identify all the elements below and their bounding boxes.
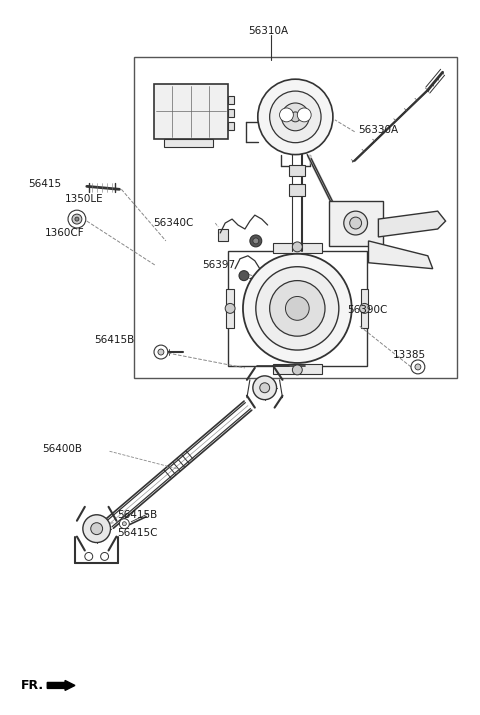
Bar	[273, 364, 322, 374]
Circle shape	[250, 235, 262, 247]
Circle shape	[154, 345, 168, 359]
Text: 56415: 56415	[28, 179, 61, 189]
Bar	[134, 57, 457, 378]
Circle shape	[75, 217, 79, 221]
Circle shape	[72, 214, 82, 224]
Circle shape	[239, 271, 249, 280]
Bar	[360, 289, 369, 328]
Circle shape	[158, 349, 164, 355]
Circle shape	[415, 364, 421, 370]
Bar	[228, 96, 234, 104]
Circle shape	[120, 519, 129, 528]
Bar	[329, 201, 384, 246]
Circle shape	[270, 280, 325, 336]
Circle shape	[68, 210, 86, 228]
Circle shape	[290, 112, 300, 122]
Text: 56310A: 56310A	[248, 26, 288, 36]
Polygon shape	[369, 241, 433, 269]
Text: 56340C: 56340C	[153, 218, 193, 228]
Circle shape	[260, 383, 270, 393]
Circle shape	[258, 79, 333, 154]
Bar	[226, 289, 234, 328]
Circle shape	[243, 254, 352, 363]
Circle shape	[281, 103, 309, 131]
Bar	[164, 139, 213, 147]
Circle shape	[91, 523, 103, 535]
Circle shape	[297, 108, 311, 122]
Text: 56415C: 56415C	[118, 528, 158, 538]
Bar	[228, 251, 367, 366]
Polygon shape	[378, 211, 445, 237]
Text: 1350LE: 1350LE	[65, 194, 104, 204]
Circle shape	[292, 365, 302, 375]
Text: 56390C: 56390C	[347, 305, 387, 315]
Text: 56415B: 56415B	[118, 510, 158, 520]
Circle shape	[256, 267, 339, 350]
Bar	[228, 109, 234, 117]
Circle shape	[83, 515, 110, 543]
Circle shape	[292, 242, 302, 252]
Circle shape	[344, 211, 368, 235]
FancyArrow shape	[47, 681, 75, 691]
Text: 56330A: 56330A	[359, 125, 399, 135]
Bar	[228, 122, 234, 130]
Text: 13385: 13385	[393, 350, 426, 360]
Circle shape	[253, 376, 276, 400]
Bar	[273, 243, 322, 253]
Text: 56397: 56397	[203, 260, 236, 270]
Bar	[289, 164, 305, 177]
Circle shape	[286, 297, 309, 320]
Circle shape	[101, 553, 108, 561]
Circle shape	[411, 360, 425, 374]
Circle shape	[279, 108, 293, 122]
Bar	[154, 84, 228, 139]
Text: 56415B: 56415B	[94, 335, 134, 345]
Circle shape	[85, 553, 93, 561]
Circle shape	[360, 303, 370, 313]
Text: FR.: FR.	[21, 679, 44, 692]
Bar	[289, 184, 305, 196]
Text: 1360CF: 1360CF	[45, 228, 85, 238]
Bar	[218, 229, 228, 241]
Circle shape	[270, 91, 321, 143]
Circle shape	[350, 217, 361, 229]
Text: 56400B: 56400B	[42, 444, 82, 454]
Circle shape	[122, 522, 126, 526]
Circle shape	[225, 303, 235, 313]
Circle shape	[253, 238, 259, 244]
